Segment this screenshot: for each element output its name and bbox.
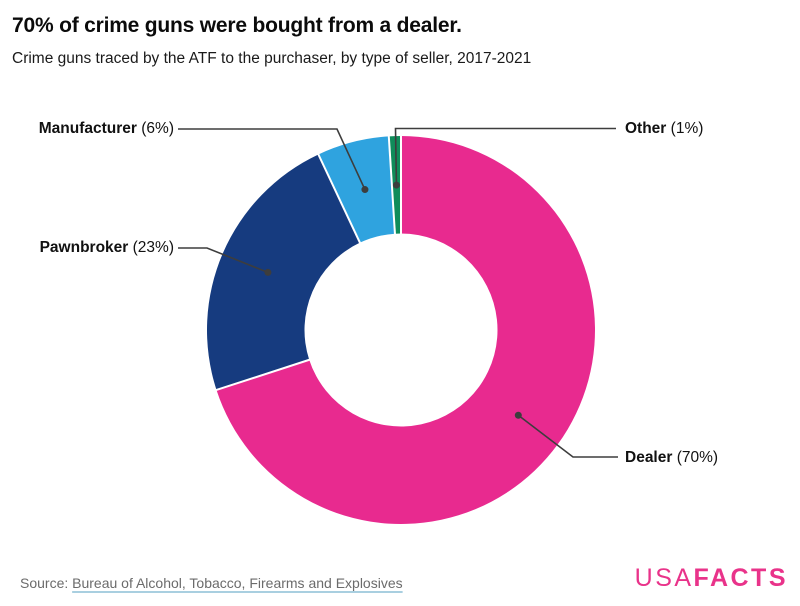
segment-name: Other <box>625 120 667 137</box>
logo-text-bold: FACTS <box>693 564 788 592</box>
segment-label-pawnbroker: Pawnbroker (23%) <box>40 238 174 257</box>
chart-title: 70% of crime guns were bought from a dea… <box>12 14 462 37</box>
slice-dealer <box>216 136 595 524</box>
segment-percent: (23%) <box>132 239 174 256</box>
slice-pawnbroker <box>207 154 360 390</box>
segment-percent: (1%) <box>670 120 704 137</box>
segment-name: Dealer <box>625 449 673 466</box>
slice-separator <box>215 358 311 392</box>
slice-separator <box>317 153 362 245</box>
leader-line-manufacturer <box>178 128 366 190</box>
segment-label-manufacturer: Manufacturer (6%) <box>39 119 174 138</box>
segment-percent: (70%) <box>676 449 719 466</box>
segment-label-dealer: Dealer (70%) <box>625 448 718 467</box>
usafacts-logo: USAFACTS <box>635 564 788 593</box>
source-link[interactable]: Bureau of Alcohol, Tobacco, Firearms and… <box>72 575 403 591</box>
chart-subtitle: Crime guns traced by the ATF to the purc… <box>12 50 532 67</box>
segment-label-other: Other (1%) <box>625 119 703 138</box>
slice-manufacturer <box>318 136 395 243</box>
leader-dot-pawnbroker <box>264 268 272 276</box>
leader-line-dealer <box>517 414 618 458</box>
leader-line-other <box>394 127 616 186</box>
leader-line-pawnbroker <box>178 247 269 274</box>
leader-dot-manufacturer <box>361 186 369 194</box>
segment-percent: (6%) <box>141 120 174 137</box>
segment-name: Manufacturer <box>38 120 137 137</box>
source-line: Source: Bureau of Alcohol, Tobacco, Fire… <box>20 575 403 591</box>
segment-name: Pawnbroker <box>39 239 129 256</box>
slice-separator <box>387 135 397 235</box>
source-prefix: Source: <box>20 575 69 591</box>
leader-dot-other <box>392 181 400 189</box>
logo-text-light: USA <box>634 564 694 592</box>
leader-dot-dealer <box>514 411 522 419</box>
